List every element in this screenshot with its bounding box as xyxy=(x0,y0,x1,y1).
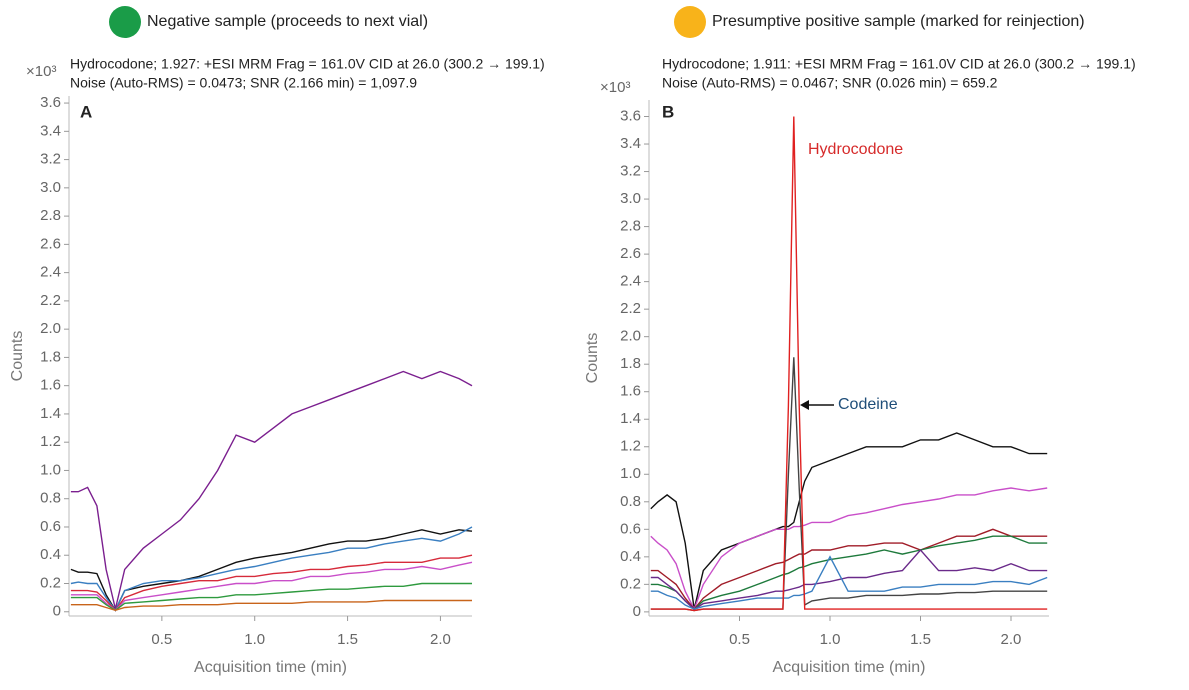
x-axis-label: Acquisition time (min) xyxy=(773,659,926,676)
y-multiplier: ×10³ xyxy=(26,63,56,80)
annotation: Hydrocodone xyxy=(808,141,903,158)
y-tick-label: 0 xyxy=(633,603,641,620)
x-tick-label: 0.5 xyxy=(151,631,172,648)
y-tick-label: 1.0 xyxy=(620,465,641,482)
trace xyxy=(650,555,1048,610)
trace xyxy=(70,529,473,612)
y-tick-label: 0 xyxy=(53,603,61,620)
y-tick-label: 3.4 xyxy=(620,135,641,152)
y-tick-label: 0.6 xyxy=(620,520,641,537)
status-label: Negative sample (proceeds to next vial) xyxy=(147,13,428,30)
y-tick-label: 1.8 xyxy=(620,355,641,372)
status-dot xyxy=(109,6,141,38)
y-tick-label: 1.4 xyxy=(620,410,641,427)
y-tick-label: 2.2 xyxy=(40,292,61,309)
y-tick-label: 0.8 xyxy=(620,493,641,510)
x-tick-label: 1.0 xyxy=(244,631,265,648)
trace xyxy=(70,582,472,612)
y-tick-label: 3.0 xyxy=(620,190,641,207)
x-tick-label: 1.0 xyxy=(820,631,841,648)
y-tick-label: 3.6 xyxy=(40,94,61,111)
trace xyxy=(70,370,473,610)
y-tick-label: 2.6 xyxy=(40,235,61,252)
x-tick-label: 1.5 xyxy=(337,631,358,648)
y-tick-label: 2.8 xyxy=(40,207,61,224)
y-tick-label: 1.0 xyxy=(40,461,61,478)
y-axis-label: Counts xyxy=(584,333,601,384)
chart-subtitle: Noise (Auto-RMS) = 0.0473; SNR (2.166 mi… xyxy=(70,75,417,91)
y-tick-label: 1.6 xyxy=(620,383,641,400)
y-tick-label: 0.2 xyxy=(40,574,61,591)
annotation: Codeine xyxy=(838,396,898,413)
y-tick-label: 0.4 xyxy=(620,548,641,565)
annotation-arrowhead xyxy=(800,400,809,410)
y-tick-label: 2.4 xyxy=(620,273,641,290)
x-axis-label: Acquisition time (min) xyxy=(194,659,347,676)
y-tick-label: 3.4 xyxy=(40,122,61,139)
chart-title: A xyxy=(80,102,92,121)
y-tick-label: 3.6 xyxy=(620,107,641,124)
x-tick-label: 1.5 xyxy=(910,631,931,648)
chart-subtitle: Hydrocodone; 1.911: +ESI MRM Frag = 161.… xyxy=(662,56,1136,72)
trace xyxy=(650,548,1048,610)
y-tick-label: 1.8 xyxy=(40,348,61,365)
y-tick-label: 0.2 xyxy=(620,575,641,592)
status-dot xyxy=(674,6,706,38)
trace xyxy=(70,526,473,612)
trace xyxy=(70,599,472,612)
y-tick-label: 2.0 xyxy=(620,328,641,345)
y-tick-label: 2.4 xyxy=(40,264,61,281)
x-tick-label: 2.0 xyxy=(430,631,451,648)
y-tick-label: 3.0 xyxy=(40,179,61,196)
y-tick-label: 2.0 xyxy=(40,320,61,337)
y-tick-label: 0.6 xyxy=(40,518,61,535)
trace xyxy=(70,554,473,612)
x-tick-label: 2.0 xyxy=(1001,631,1022,648)
x-tick-label: 0.5 xyxy=(729,631,750,648)
y-tick-label: 0.8 xyxy=(40,490,61,507)
chart-subtitle: Noise (Auto-RMS) = 0.0467; SNR (0.026 mi… xyxy=(662,75,998,91)
y-multiplier: ×10³ xyxy=(600,79,630,96)
y-tick-label: 2.6 xyxy=(620,245,641,262)
y-tick-label: 1.4 xyxy=(40,405,61,422)
y-axis-label: Counts xyxy=(9,331,26,382)
trace xyxy=(650,116,1048,612)
y-tick-label: 3.2 xyxy=(40,151,61,168)
trace xyxy=(70,561,473,612)
y-tick-label: 2.2 xyxy=(620,300,641,317)
y-tick-label: 0.4 xyxy=(40,546,61,563)
chart-subtitle: Hydrocodone; 1.927: +ESI MRM Frag = 161.… xyxy=(70,56,545,72)
y-tick-label: 1.6 xyxy=(40,377,61,394)
status-label: Presumptive positive sample (marked for … xyxy=(712,13,1085,30)
y-tick-label: 1.2 xyxy=(620,438,641,455)
chart-title: B xyxy=(662,102,674,121)
y-tick-label: 2.8 xyxy=(620,218,641,235)
y-tick-label: 1.2 xyxy=(40,433,61,450)
y-tick-label: 3.2 xyxy=(620,163,641,180)
